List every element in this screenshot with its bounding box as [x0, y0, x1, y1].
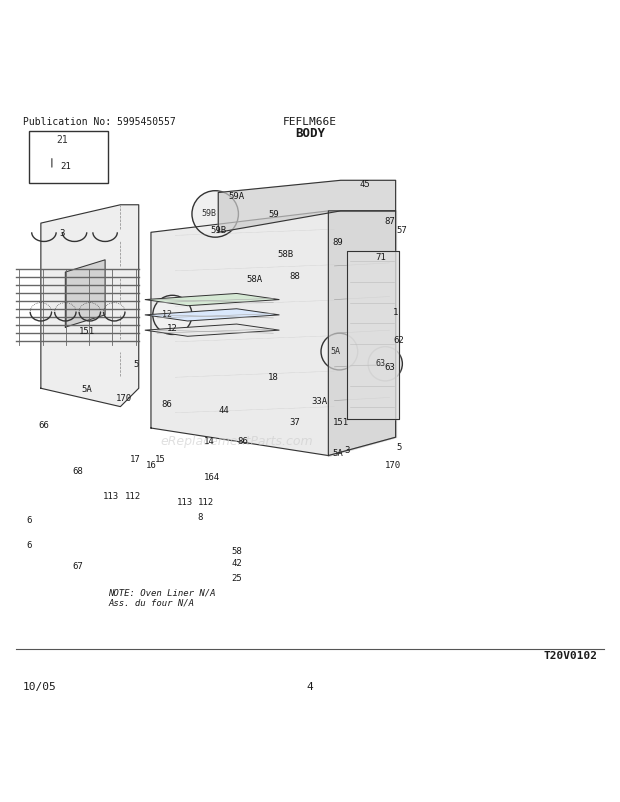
- Text: 86: 86: [161, 399, 172, 408]
- Text: BODY: BODY: [295, 128, 325, 140]
- Text: 44: 44: [219, 406, 230, 415]
- Text: 170: 170: [384, 460, 401, 470]
- Text: 6: 6: [26, 516, 32, 525]
- Circle shape: [368, 347, 402, 382]
- Text: 6: 6: [26, 540, 32, 549]
- Text: 58A: 58A: [247, 274, 263, 283]
- Text: 12: 12: [162, 309, 172, 318]
- Text: 4: 4: [307, 681, 313, 691]
- Text: 12: 12: [167, 323, 178, 332]
- Polygon shape: [218, 181, 396, 233]
- Polygon shape: [41, 205, 139, 407]
- Text: 37: 37: [290, 418, 300, 427]
- Text: eReplacementParts.com: eReplacementParts.com: [161, 434, 313, 448]
- Text: 15: 15: [155, 455, 166, 464]
- Text: 42: 42: [231, 558, 242, 567]
- Text: 62: 62: [393, 335, 404, 344]
- Text: 68: 68: [72, 467, 83, 476]
- Text: 164: 164: [204, 473, 220, 482]
- Text: 66: 66: [38, 421, 50, 430]
- Circle shape: [153, 296, 192, 335]
- Text: 18: 18: [268, 372, 278, 381]
- Text: 5A: 5A: [330, 346, 340, 355]
- Text: 59B: 59B: [210, 225, 226, 234]
- Text: 151: 151: [79, 326, 95, 335]
- Text: 21: 21: [60, 161, 71, 170]
- Circle shape: [321, 334, 358, 371]
- Text: T20V0102: T20V0102: [544, 650, 598, 661]
- Text: 113: 113: [103, 491, 119, 500]
- Text: 112: 112: [198, 497, 214, 506]
- Text: 14: 14: [204, 436, 215, 445]
- Text: 58: 58: [231, 546, 242, 555]
- Text: 71: 71: [375, 253, 386, 262]
- Text: 25: 25: [231, 573, 242, 583]
- Text: 10/05: 10/05: [22, 681, 56, 691]
- Polygon shape: [145, 325, 280, 337]
- Text: 5: 5: [396, 443, 401, 452]
- Text: 170: 170: [115, 394, 131, 403]
- Text: 59A: 59A: [229, 192, 245, 200]
- Text: 89: 89: [332, 237, 343, 247]
- Bar: [29, 132, 108, 184]
- Text: 88: 88: [290, 271, 300, 280]
- Text: 33A: 33A: [311, 396, 327, 406]
- Polygon shape: [329, 212, 396, 456]
- Text: 57: 57: [396, 225, 407, 234]
- Text: 63: 63: [384, 363, 395, 372]
- Text: 59B: 59B: [202, 209, 216, 217]
- Text: 5: 5: [133, 360, 138, 369]
- Text: 86: 86: [237, 436, 248, 445]
- Text: NOTE: Oven Liner N/A
Ass. du four N/A: NOTE: Oven Liner N/A Ass. du four N/A: [108, 587, 216, 606]
- Text: 8: 8: [197, 512, 203, 521]
- Polygon shape: [151, 212, 396, 456]
- Text: 151: 151: [332, 418, 348, 427]
- Text: 17: 17: [130, 455, 141, 464]
- Text: FEFLM66E: FEFLM66E: [283, 117, 337, 127]
- Text: 5A: 5A: [81, 384, 92, 393]
- Polygon shape: [145, 294, 280, 306]
- Text: 112: 112: [125, 491, 141, 500]
- Text: 87: 87: [384, 217, 395, 225]
- Text: 16: 16: [146, 460, 156, 470]
- Text: 45: 45: [360, 180, 370, 188]
- Text: 67: 67: [72, 561, 83, 570]
- Text: 59: 59: [268, 210, 278, 219]
- Polygon shape: [145, 310, 280, 322]
- Text: 1: 1: [393, 308, 398, 317]
- Text: 113: 113: [177, 497, 193, 506]
- Circle shape: [192, 192, 239, 238]
- Text: 3: 3: [344, 445, 350, 455]
- Polygon shape: [347, 251, 399, 419]
- Polygon shape: [65, 261, 105, 328]
- Text: 3: 3: [60, 229, 65, 237]
- Text: 58B: 58B: [278, 250, 294, 259]
- Text: Publication No: 5995450557: Publication No: 5995450557: [22, 117, 175, 127]
- Text: 5A: 5A: [332, 448, 343, 457]
- Text: 63: 63: [376, 358, 386, 367]
- Text: 21: 21: [56, 136, 68, 145]
